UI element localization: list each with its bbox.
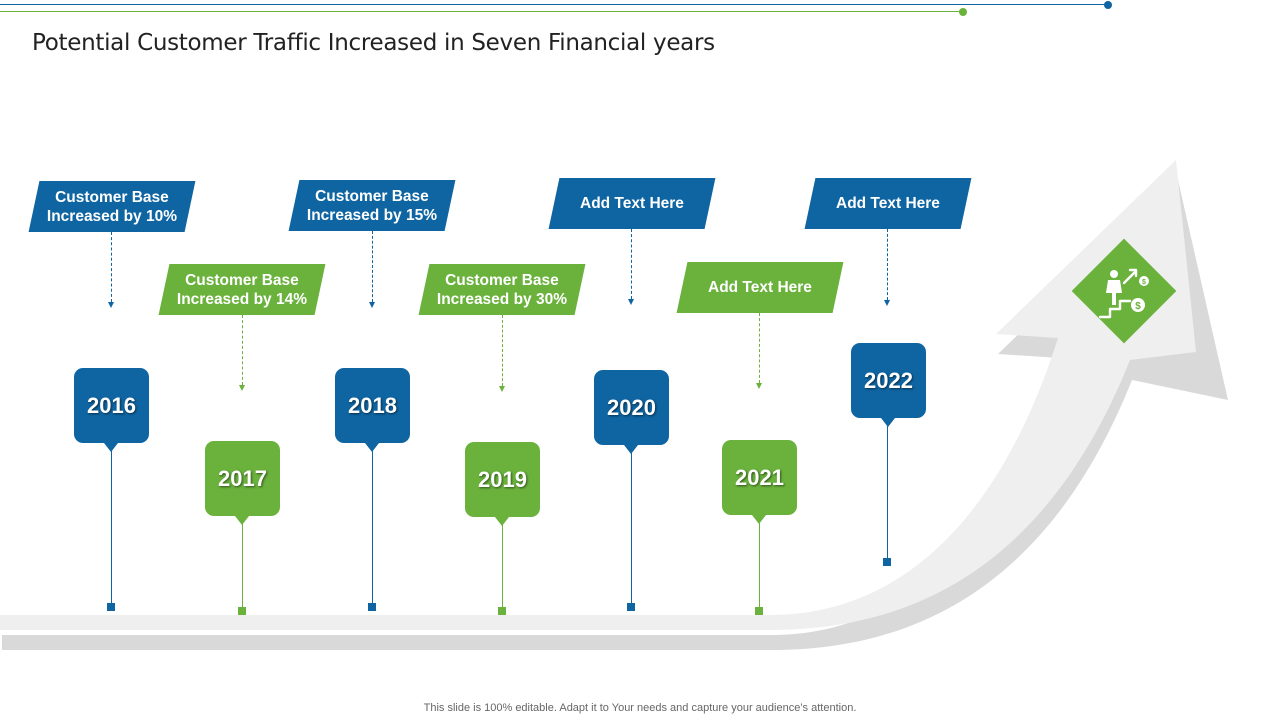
- pin-tip-2016: [104, 443, 118, 452]
- year-pin-2017[interactable]: 2017: [205, 441, 280, 516]
- stem-2020: [631, 453, 632, 605]
- banner-2018[interactable]: Customer Base Increased by 15%: [288, 180, 456, 231]
- stem-base-2022: [883, 558, 891, 566]
- year-label-2022: 2022: [864, 367, 913, 393]
- year-pin-2018[interactable]: 2018: [335, 368, 410, 443]
- svg-text:$: $: [1142, 279, 1146, 286]
- banner-2021[interactable]: Add Text Here: [676, 262, 844, 313]
- stem-2019: [502, 525, 503, 608]
- connector-arrow-2017: [239, 385, 245, 391]
- pin-tip-2021: [752, 515, 766, 524]
- pin-tip-2020: [624, 445, 638, 454]
- banner-text-2016: Customer Base Increased by 10%: [46, 188, 178, 225]
- banner-text-2018: Customer Base Increased by 15%: [306, 187, 438, 224]
- connector-arrow-2022: [884, 300, 890, 306]
- connector-2021: [759, 313, 760, 383]
- banner-2022[interactable]: Add Text Here: [804, 178, 972, 229]
- connector-arrow-2019: [499, 386, 505, 392]
- stem-base-2019: [498, 607, 506, 615]
- stem-base-2017: [238, 607, 246, 615]
- top-dot-green: [959, 8, 967, 16]
- connector-2019: [502, 315, 503, 386]
- stem-2022: [887, 426, 888, 560]
- top-line-blue: [0, 4, 1108, 5]
- stem-2017: [242, 524, 243, 608]
- pin-tip-2019: [495, 517, 509, 526]
- banner-text-2017: Customer Base Increased by 14%: [176, 271, 308, 308]
- connector-arrow-2016: [108, 302, 114, 308]
- year-label-2017: 2017: [218, 465, 267, 491]
- year-pin-2021[interactable]: 2021: [722, 440, 797, 515]
- year-label-2016: 2016: [87, 392, 136, 418]
- stem-base-2020: [627, 603, 635, 611]
- year-pin-2022[interactable]: 2022: [851, 343, 926, 418]
- year-label-2021: 2021: [735, 464, 784, 490]
- svg-text:$: $: [1135, 301, 1141, 312]
- banner-2019[interactable]: Customer Base Increased by 30%: [418, 264, 586, 315]
- year-label-2019: 2019: [478, 466, 527, 492]
- connector-2018: [372, 231, 373, 302]
- connector-arrow-2021: [756, 383, 762, 389]
- connector-2017: [242, 315, 243, 385]
- pin-tip-2022: [881, 418, 895, 427]
- banner-text-2022: Add Text Here: [836, 195, 940, 212]
- banner-2017[interactable]: Customer Base Increased by 14%: [158, 264, 326, 315]
- stem-2016: [111, 451, 112, 605]
- connector-2020: [631, 229, 632, 299]
- banner-text-2021: Add Text Here: [708, 279, 812, 296]
- banner-2016[interactable]: Customer Base Increased by 10%: [28, 181, 196, 232]
- top-line-green: [0, 11, 963, 12]
- year-pin-2016[interactable]: 2016: [74, 368, 149, 443]
- banner-text-2019: Customer Base Increased by 30%: [436, 271, 568, 308]
- connector-2022: [887, 229, 888, 300]
- banner-text-2020: Add Text Here: [580, 195, 684, 212]
- growth-stairs-dollar-icon: $ $: [1098, 268, 1149, 319]
- banner-2020[interactable]: Add Text Here: [548, 178, 716, 229]
- year-pin-2020[interactable]: 2020: [594, 370, 669, 445]
- stem-2018: [372, 451, 373, 605]
- stem-2021: [759, 523, 760, 608]
- pin-tip-2018: [365, 443, 379, 452]
- year-pin-2019[interactable]: 2019: [465, 442, 540, 517]
- connector-2016: [111, 232, 112, 302]
- page-title: Potential Customer Traffic Increased in …: [32, 30, 715, 56]
- year-label-2020: 2020: [607, 394, 656, 420]
- stem-base-2018: [368, 603, 376, 611]
- stem-base-2021: [755, 607, 763, 615]
- connector-arrow-2018: [369, 302, 375, 308]
- connector-arrow-2020: [628, 299, 634, 305]
- stem-base-2016: [107, 603, 115, 611]
- footer-note: This slide is 100% editable. Adapt it to…: [423, 702, 857, 714]
- top-dot-blue: [1104, 1, 1112, 9]
- pin-tip-2017: [235, 516, 249, 525]
- year-label-2018: 2018: [348, 392, 397, 418]
